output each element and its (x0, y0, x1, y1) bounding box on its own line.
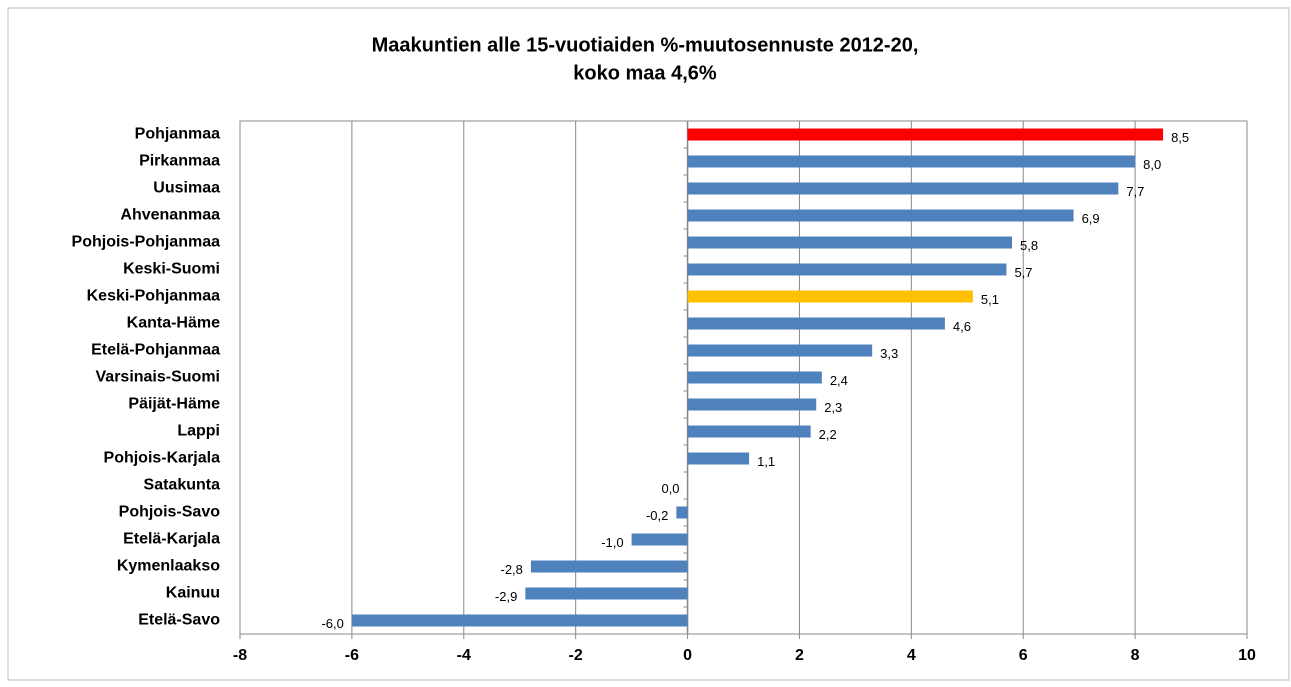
bar (530, 560, 688, 573)
x-tick-label: 6 (1019, 647, 1028, 664)
bar (676, 506, 688, 519)
y-tick-label: Päijät-Häme (128, 396, 220, 413)
y-tick-label: Lappi (177, 423, 220, 440)
value-label: 0,0 (661, 481, 679, 496)
value-label: 2,2 (819, 427, 837, 442)
y-tick-label: Ahvenanmaa (120, 207, 220, 224)
y-tick-label: Pohjois-Karjala (104, 450, 221, 467)
value-label: 6,9 (1082, 211, 1100, 226)
y-tick-label: Kymenlaakso (117, 558, 220, 575)
bar (687, 290, 973, 303)
value-label: 3,3 (880, 346, 898, 361)
bar (525, 587, 688, 600)
value-label: 2,3 (824, 400, 842, 415)
bar (687, 317, 945, 330)
value-label: -1,0 (601, 535, 623, 550)
value-label: 8,5 (1171, 130, 1189, 145)
x-tick-label: -8 (233, 647, 247, 664)
chart-title: koko maa 4,6% (573, 62, 717, 84)
bar (687, 128, 1164, 141)
bar (687, 263, 1007, 276)
value-label: 5,1 (981, 292, 999, 307)
bar (687, 452, 750, 465)
x-tick-label: 2 (795, 647, 804, 664)
bar (687, 425, 811, 438)
x-tick-label: -4 (457, 647, 471, 664)
value-label: 4,6 (953, 319, 971, 334)
x-tick-label: -6 (345, 647, 359, 664)
y-tick-label: Pohjois-Pohjanmaa (72, 234, 221, 251)
value-label: 8,0 (1143, 157, 1161, 172)
value-label: -6,0 (321, 616, 343, 631)
y-tick-label: Pohjanmaa (135, 126, 220, 143)
bar (631, 533, 688, 546)
bar (687, 371, 822, 384)
y-tick-label: Pohjois-Savo (119, 504, 221, 521)
y-tick-label: Pirkanmaa (139, 153, 220, 170)
bar (687, 236, 1013, 249)
chart-title: Maakuntien alle 15-vuotiaiden %-muutosen… (372, 34, 919, 56)
value-label: 7,7 (1126, 184, 1144, 199)
x-tick-label: 8 (1131, 647, 1140, 664)
value-label: -2,8 (501, 562, 523, 577)
bar (687, 398, 817, 411)
x-tick-label: 10 (1238, 647, 1256, 664)
y-tick-label: Uusimaa (153, 180, 220, 197)
x-tick-label: 0 (683, 647, 692, 664)
y-tick-label: Etelä-Pohjanmaa (91, 342, 220, 359)
bar (687, 182, 1119, 195)
value-label: 2,4 (830, 373, 848, 388)
bar (687, 209, 1074, 222)
value-label: 5,8 (1020, 238, 1038, 253)
value-label: -0,2 (646, 508, 668, 523)
value-label: 1,1 (757, 454, 775, 469)
x-tick-label: -2 (569, 647, 583, 664)
x-tick-label: 4 (907, 647, 916, 664)
y-tick-label: Keski-Pohjanmaa (87, 288, 220, 305)
y-tick-label: Varsinais-Suomi (96, 369, 221, 386)
value-label: -2,9 (495, 589, 517, 604)
y-tick-label: Kanta-Häme (127, 315, 220, 332)
y-tick-label: Etelä-Savo (138, 612, 220, 629)
y-tick-label: Kainuu (166, 585, 220, 602)
bar (351, 614, 688, 627)
bar (687, 344, 873, 357)
y-tick-label: Etelä-Karjala (123, 531, 220, 548)
bar (687, 155, 1136, 168)
value-label: 5,7 (1014, 265, 1032, 280)
y-tick-label: Satakunta (144, 477, 221, 494)
y-tick-label: Keski-Suomi (123, 261, 220, 278)
